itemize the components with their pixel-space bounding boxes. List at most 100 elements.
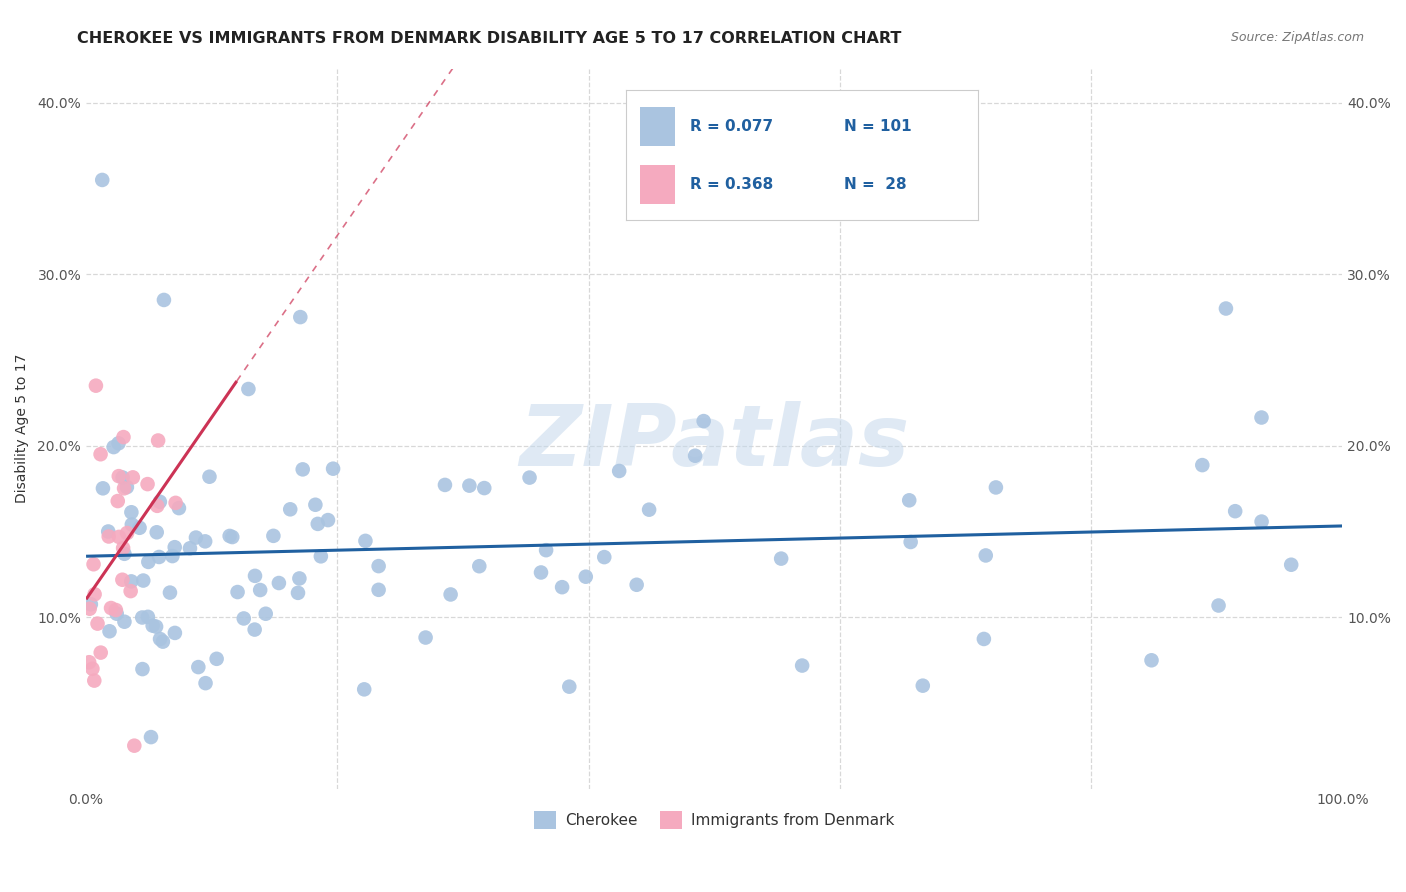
Point (145, 619, 167, 633)
Point (100, 601, 122, 615)
Point (104, 603, 127, 617)
Point (132, 574, 155, 588)
Point (770, 551, 793, 566)
Point (290, 310, 312, 324)
Point (278, 502, 301, 516)
Point (1215, 301, 1237, 316)
Legend: Cherokee, Immigrants from Denmark: Cherokee, Immigrants from Denmark (529, 805, 900, 835)
Point (112, 430, 135, 444)
Point (136, 610, 159, 624)
Point (1191, 458, 1213, 472)
Point (139, 730, 162, 744)
Point (638, 502, 661, 516)
Point (439, 587, 461, 601)
Point (973, 632, 995, 646)
Point (309, 549, 332, 564)
Point (82, 662, 104, 676)
Point (179, 541, 201, 556)
Point (112, 547, 135, 561)
Point (900, 535, 922, 549)
Point (120, 505, 142, 519)
Point (120, 584, 142, 599)
Point (86, 616, 108, 631)
Point (142, 618, 165, 632)
Point (221, 530, 243, 544)
Point (98, 624, 121, 639)
Point (287, 586, 309, 600)
Point (367, 582, 389, 597)
Point (162, 549, 184, 563)
Point (1250, 515, 1272, 529)
Point (107, 494, 129, 508)
Point (153, 293, 176, 307)
Point (249, 582, 271, 597)
Point (84, 378, 107, 392)
Point (163, 540, 186, 554)
Point (90, 447, 112, 461)
Point (136, 477, 159, 491)
Point (607, 464, 630, 478)
Text: Source: ZipAtlas.com: Source: ZipAtlas.com (1230, 31, 1364, 45)
Point (114, 615, 136, 629)
Point (138, 555, 160, 569)
Point (254, 607, 277, 621)
Point (83, 587, 105, 601)
Point (974, 549, 997, 563)
Point (415, 631, 437, 645)
Point (692, 414, 714, 428)
Point (458, 478, 481, 492)
Point (792, 658, 814, 673)
Point (243, 569, 266, 583)
Point (83, 558, 105, 572)
Point (145, 525, 167, 540)
Point (184, 531, 207, 545)
Point (163, 626, 186, 640)
Point (551, 580, 574, 594)
Point (238, 382, 260, 396)
Point (468, 559, 491, 574)
Point (1225, 504, 1247, 518)
Point (304, 498, 326, 512)
Point (1279, 558, 1302, 572)
Point (149, 632, 172, 646)
Point (1250, 410, 1272, 425)
Point (80, 597, 103, 611)
Point (121, 517, 143, 532)
Point (367, 559, 389, 574)
Point (149, 495, 172, 509)
Point (107, 436, 129, 450)
Point (218, 529, 240, 543)
Point (112, 481, 135, 495)
Point (90, 646, 112, 660)
Point (519, 470, 541, 484)
Point (83, 673, 105, 688)
Text: ZIPatlas: ZIPatlas (519, 401, 910, 484)
Point (626, 578, 648, 592)
Point (530, 566, 553, 580)
Point (472, 481, 495, 495)
Point (198, 469, 221, 483)
Text: CHEROKEE VS IMMIGRANTS FROM DENMARK DISABILITY AGE 5 TO 17 CORRELATION CHART: CHEROKEE VS IMMIGRANTS FROM DENMARK DISA… (77, 31, 901, 46)
Point (1208, 599, 1230, 613)
Point (167, 501, 190, 516)
Point (1140, 653, 1163, 667)
Point (307, 516, 329, 531)
Y-axis label: Disability Age 5 to 17: Disability Age 5 to 17 (15, 354, 30, 503)
Point (115, 526, 138, 541)
Point (148, 549, 170, 564)
Point (108, 530, 131, 544)
Point (107, 469, 129, 483)
Point (97, 529, 120, 543)
Point (226, 585, 249, 599)
Point (194, 534, 217, 549)
Point (534, 543, 557, 558)
Point (128, 521, 150, 535)
Point (433, 478, 456, 492)
Point (103, 440, 125, 454)
Point (97, 524, 120, 539)
Point (165, 496, 187, 510)
Point (146, 434, 169, 448)
Point (353, 682, 375, 697)
Point (316, 513, 339, 527)
Point (683, 449, 706, 463)
